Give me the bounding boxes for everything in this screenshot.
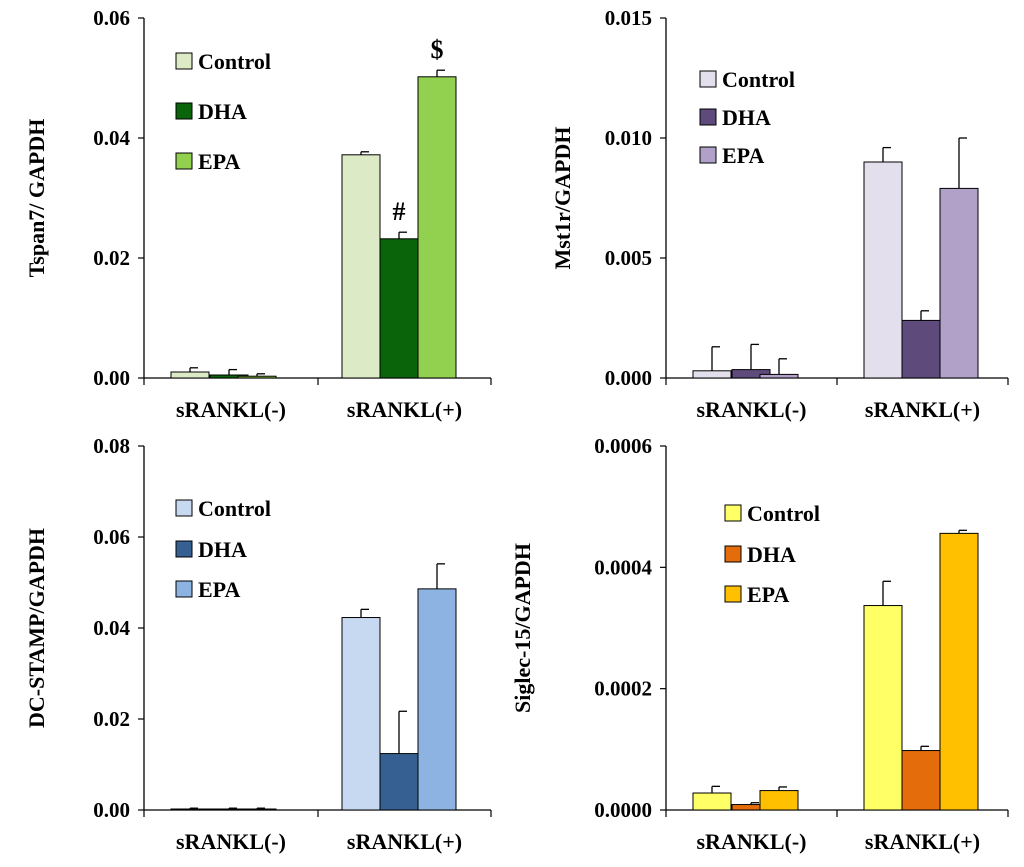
bar-epa	[939, 532, 979, 811]
legend-label-control: Control	[722, 67, 795, 92]
y-tick-label: 0.06	[93, 6, 130, 30]
bar-dha	[379, 753, 419, 811]
legend-swatch-epa	[699, 146, 717, 164]
bar-epa	[417, 588, 457, 811]
x-category-label: sRANKL(-)	[697, 397, 807, 422]
x-category-label: sRANKL(-)	[176, 397, 286, 422]
legend-swatch-epa	[175, 580, 193, 598]
legend-label-dha: DHA	[722, 105, 771, 130]
legend-swatch-dha	[175, 540, 193, 558]
bar-epa	[939, 187, 979, 379]
bar-control	[863, 161, 903, 379]
legend-swatch-control	[699, 70, 717, 88]
panel-tspan7: 0.00 0.02 0.04 0.06 sRANKL(-) sRANKL(+) Tspan7…	[24, 6, 492, 422]
x-category-label: sRANKL(-)	[697, 829, 807, 854]
y-tick-label: 0.06	[93, 525, 130, 549]
y-tick-label: 0.04	[93, 616, 130, 640]
bar-control	[863, 605, 903, 811]
y-tick-label: 0.04	[93, 126, 130, 150]
panel-dc-stamp: 0.00 0.02 0.04 0.06 0.08 sRANKL(-) sRANKL(+) DC…	[24, 434, 492, 854]
y-tick-label: 0.00	[93, 798, 130, 822]
panel-mst1r: 0.000 0.005 0.010 0.015 sRANKL(-) sRANKL(+) Ms…	[550, 6, 1009, 422]
legend-label-epa: EPA	[722, 143, 764, 168]
legend-swatch-dha	[175, 102, 193, 120]
y-tick-label: 0.0000	[594, 798, 652, 822]
y-tick-label: 0.0002	[594, 677, 652, 701]
y-tick-label: 0.00	[93, 366, 130, 390]
x-category-label: sRANKL(+)	[865, 397, 980, 422]
bar-control	[341, 154, 381, 379]
x-category-label: sRANKL(+)	[865, 829, 980, 854]
legend-label-epa: EPA	[198, 149, 240, 174]
legend-label-epa: EPA	[198, 577, 240, 602]
x-category-label: sRANKL(+)	[347, 829, 462, 854]
legend-label-control: Control	[198, 49, 271, 74]
y-tick-label: 0.015	[605, 6, 652, 30]
bar-epa	[417, 76, 457, 379]
bar-control	[170, 808, 210, 811]
legend-label-epa: EPA	[747, 582, 789, 607]
bar-epa	[237, 808, 277, 811]
bar-epa	[759, 790, 799, 811]
bar-control	[692, 792, 732, 811]
y-tick-label: 0.08	[93, 434, 130, 458]
legend-swatch-dha	[699, 108, 717, 126]
y-tick-label: 0.02	[93, 707, 130, 731]
x-category-label: sRANKL(-)	[176, 829, 286, 854]
bar-dha	[379, 238, 419, 379]
legend-label-dha: DHA	[198, 537, 247, 562]
y-axis-label: Tspan7/ GAPDH	[24, 119, 49, 278]
legend-label-control: Control	[747, 501, 820, 526]
legend-label-control: Control	[198, 496, 271, 521]
y-tick-label: 0.010	[605, 126, 652, 150]
y-axis-label: Mst1r/GAPDH	[550, 127, 575, 270]
bar-dha	[901, 750, 941, 811]
legend-swatch-epa	[724, 585, 742, 603]
legend-swatch-epa	[175, 152, 193, 170]
bar-dha	[901, 319, 941, 379]
y-tick-label: 0.0006	[594, 434, 652, 458]
panel-siglec-15: 0.0000 0.0002 0.0004 0.0006 sRANKL(-) sRANKL(…	[510, 434, 1009, 854]
legend-label-dha: DHA	[198, 99, 247, 124]
legend-label-dha: DHA	[747, 542, 796, 567]
significance-marker: $	[431, 35, 444, 64]
legend-swatch-dha	[724, 545, 742, 563]
legend-swatch-control	[175, 52, 193, 70]
significance-marker: #	[393, 197, 406, 226]
y-axis-label: DC-STAMP/GAPDH	[24, 528, 49, 728]
bar-epa	[759, 373, 799, 379]
bar-epa	[237, 375, 277, 379]
bar-control	[341, 617, 381, 811]
y-tick-label: 0.005	[605, 246, 652, 270]
bar-control	[692, 370, 732, 379]
y-tick-label: 0.0004	[594, 555, 652, 579]
y-tick-label: 0.02	[93, 246, 130, 270]
x-category-label: sRANKL(+)	[347, 397, 462, 422]
legend-swatch-control	[724, 504, 742, 522]
legend-swatch-control	[175, 499, 193, 517]
y-tick-label: 0.000	[605, 366, 652, 390]
bar-control	[170, 371, 210, 379]
y-axis-label: Siglec-15/GAPDH	[510, 543, 535, 713]
